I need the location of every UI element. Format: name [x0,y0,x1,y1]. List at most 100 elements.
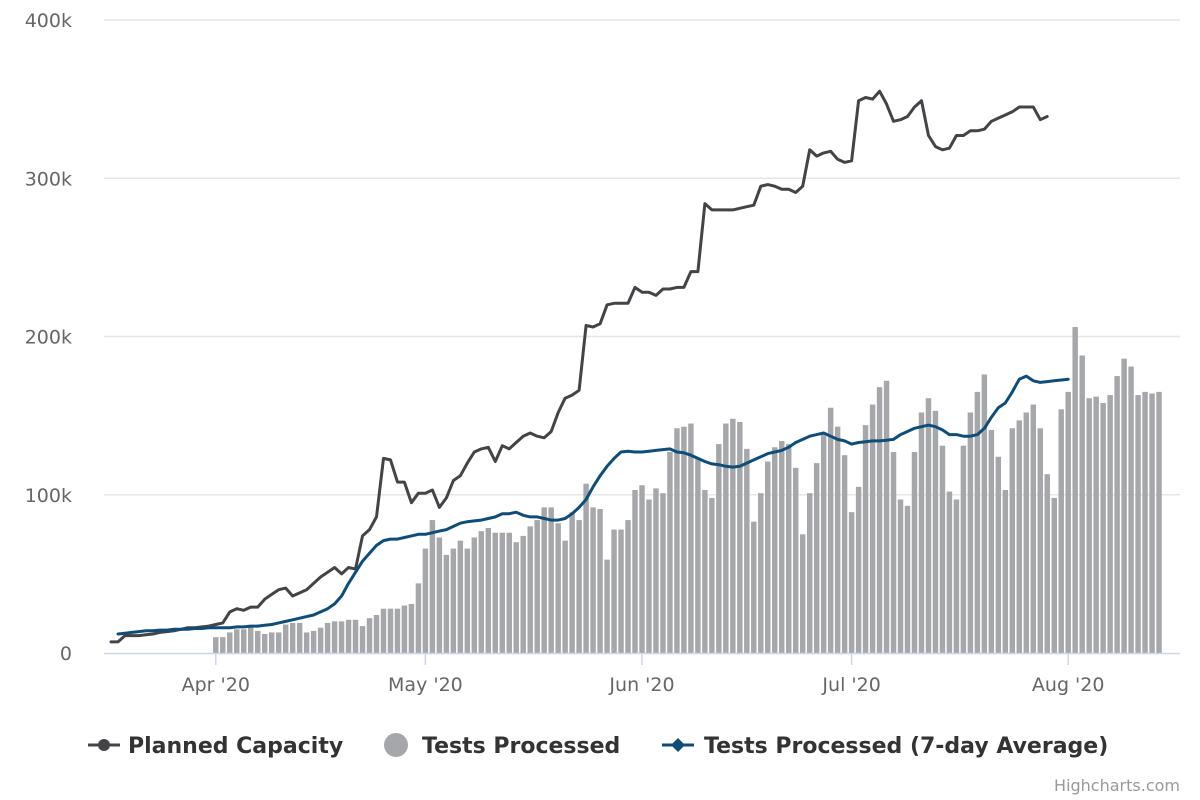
tests-processed-bar[interactable] [310,630,317,653]
tests-processed-bar[interactable] [1023,412,1030,653]
tests-processed-bar[interactable] [1107,395,1113,653]
tests-processed-bar[interactable] [1072,327,1078,653]
tests-processed-bar[interactable] [1142,391,1148,653]
tests-processed-bar[interactable] [730,418,736,653]
tests-processed-bar[interactable] [988,429,995,653]
tests-processed-bar[interactable] [744,448,750,653]
tests-processed-bar[interactable] [841,455,848,653]
tests-processed-bar[interactable] [716,444,722,653]
tests-processed-bar[interactable] [408,603,415,653]
tests-processed-bar[interactable] [967,412,974,653]
tests-processed-bar[interactable] [429,520,436,653]
tests-processed-bar[interactable] [751,521,757,653]
tests-processed-bar[interactable] [709,497,715,653]
tests-processed-bar[interactable] [317,627,324,653]
tests-processed-bar[interactable] [590,507,596,653]
tests-processed-bar[interactable] [786,444,792,653]
tests-processed-bar[interactable] [995,456,1002,653]
tests-processed-bar[interactable] [296,622,303,653]
tests-processed-bar[interactable] [548,507,554,653]
tests-processed-bar[interactable] [254,630,261,653]
tests-processed-bar[interactable] [792,467,799,653]
tests-processed-bar[interactable] [443,554,450,653]
tests-processed-bar[interactable] [632,490,638,653]
tests-processed-bar[interactable] [862,425,869,653]
legend[interactable]: Planned Capacity Tests Processed Tests Pro… [88,733,1108,759]
tests-processed-bar[interactable] [569,512,575,653]
tests-processed-bar[interactable] [723,423,729,653]
tests-processed-bar[interactable] [939,445,946,653]
tests-processed-bar[interactable] [248,626,254,653]
tests-processed-bar[interactable] [855,486,862,653]
tests-processed-bar[interactable] [904,505,911,653]
tests-processed-bar[interactable] [911,452,918,653]
line-series[interactable] [109,89,1070,644]
tests-processed-bar[interactable] [234,629,240,653]
tests-processed-bar[interactable] [883,380,890,653]
legend-item[interactable]: Tests Processed [384,733,620,759]
legend-item[interactable]: Planned Capacity [88,734,343,759]
tests-processed-bar[interactable] [555,523,561,653]
tests-processed-bar[interactable] [261,634,268,653]
tests-processed-bar[interactable] [674,428,680,653]
tests-processed-bar[interactable] [876,387,883,653]
planned-capacity-line[interactable] [109,89,1049,644]
tests-processed-bar[interactable] [1100,402,1106,653]
tests-processed-bar[interactable] [331,621,338,653]
tests-processed-bar[interactable] [457,540,464,653]
tests-processed-bar[interactable] [359,626,366,653]
tests-processed-bar[interactable] [646,499,652,653]
tests-processed-bar[interactable] [653,488,659,653]
tests-processed-bar[interactable] [583,483,589,653]
tests-processed-bar[interactable] [415,583,422,653]
tests-processed-bar[interactable] [1149,393,1155,653]
tests-processed-bar[interactable] [1065,391,1071,653]
tests-processed-bar[interactable] [597,508,603,653]
tests-processed-bar[interactable] [338,621,345,653]
tests-processed-bar[interactable] [1093,396,1099,653]
tests-processed-bar[interactable] [450,548,457,653]
tests-processed-bar[interactable] [737,421,743,653]
tests-processed-bar[interactable] [213,637,219,653]
tests-processed-bar[interactable] [527,526,533,653]
tests-processed-bar[interactable] [394,608,401,653]
tests-processed-bar[interactable] [695,458,701,653]
tests-processed-bar[interactable] [1156,391,1162,653]
tests-processed-bar[interactable] [1009,428,1016,653]
tests-processed-bar[interactable] [478,531,485,653]
legend-label[interactable]: Tests Processed (7-day Average) [704,734,1108,759]
tests-processed-bar[interactable] [387,608,394,653]
tests-processed-bar[interactable] [779,440,785,653]
tests-processed-bar[interactable] [471,537,478,653]
tests-processed-bar[interactable] [282,624,289,653]
tests-processed-bars[interactable] [213,327,1162,653]
tests-processed-bar[interactable] [534,520,540,653]
tests-processed-bar[interactable] [834,426,841,653]
tests-processed-bar[interactable] [897,499,904,653]
legend-item[interactable]: Tests Processed (7-day Average) [662,734,1108,759]
tests-processed-bar[interactable] [890,452,897,653]
tests-processed-bar[interactable] [765,461,771,653]
tests-processed-bar[interactable] [1016,420,1023,653]
tests-processed-bar[interactable] [799,534,806,653]
tests-processed-bar[interactable] [869,404,876,653]
tests-processed-bar[interactable] [366,618,373,653]
tests-processed-bar[interactable] [345,619,352,653]
tests-processed-bar[interactable] [499,532,505,653]
tests-processed-bar[interactable] [275,632,282,653]
tests-processed-bar[interactable] [639,485,645,653]
tests-processed-bar[interactable] [1079,355,1085,653]
tests-processed-bar[interactable] [758,493,764,653]
tests-processed-bar[interactable] [436,537,443,653]
tests-processed-bar[interactable] [625,520,631,653]
seven-day-average-line[interactable] [116,374,1070,636]
tests-processed-bar[interactable] [702,490,708,653]
tests-processed-bar[interactable] [1121,358,1127,653]
tests-processed-bar[interactable] [946,491,953,653]
tests-processed-bar[interactable] [541,507,547,653]
tests-processed-bar[interactable] [401,605,408,653]
tests-processed-bar[interactable] [241,629,247,653]
tests-processed-bar[interactable] [373,615,380,653]
tests-processed-bar[interactable] [611,529,617,653]
tests-processed-bar[interactable] [820,433,827,653]
